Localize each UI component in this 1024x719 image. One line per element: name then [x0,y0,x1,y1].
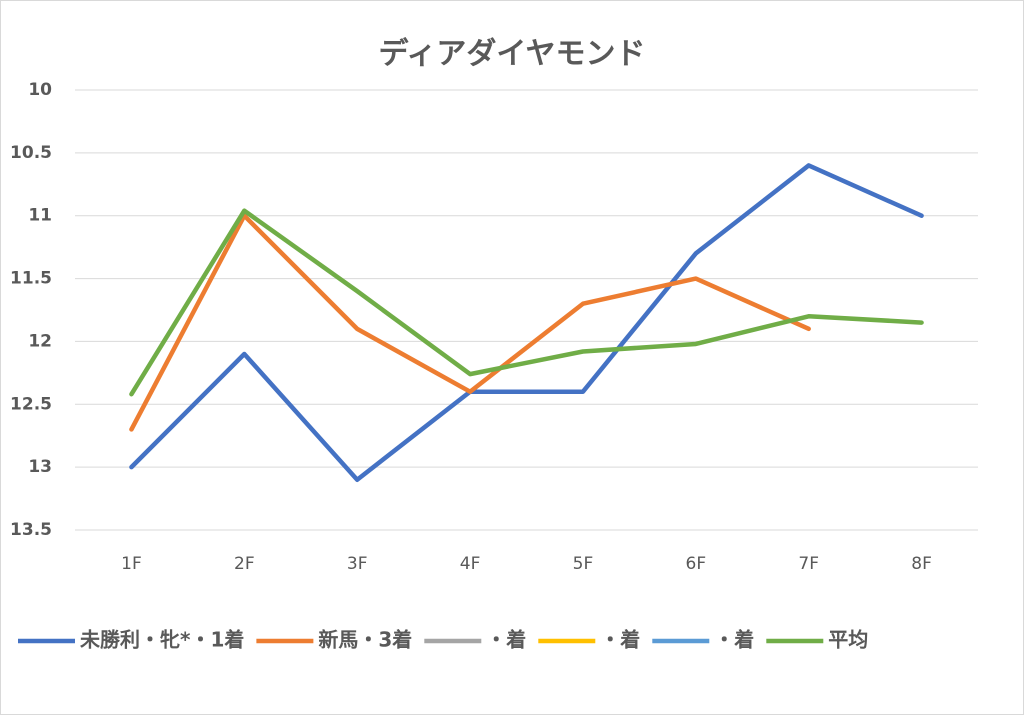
y-tick-label: 12 [28,331,52,351]
line-series [129,208,924,397]
legend-label: ・着 [486,628,526,652]
y-tick-label: 11.5 [10,269,52,289]
y-tick-label: 10 [28,80,52,100]
y-tick-label: 13 [28,457,52,477]
x-tick-label: 2F [234,554,255,574]
x-tick-label: 5F [573,554,594,574]
legend-label: ・着 [714,628,754,652]
x-tick-label: 8F [911,554,932,574]
x-tick-label: 4F [460,554,481,574]
chart-title: ディアダイヤモンド [379,37,646,72]
y-tick-label: 13.5 [10,520,52,540]
legend-label: ・着 [600,628,640,652]
legend-label: 平均 [828,628,868,652]
y-tick-label: 11 [28,206,52,226]
x-tick-label: 7F [798,554,819,574]
y-tick-label: 10.5 [10,143,52,163]
y-tick-label: 12.5 [10,394,52,414]
legend-label: 未勝利・牝*・1着 [80,628,244,652]
x-tick-label: 6F [686,554,707,574]
line-series [129,163,924,482]
legend-label: 新馬・3着 [318,628,412,652]
x-tick-label: 3F [347,554,368,574]
x-tick-label: 1F [121,554,142,574]
line-series [129,213,811,432]
